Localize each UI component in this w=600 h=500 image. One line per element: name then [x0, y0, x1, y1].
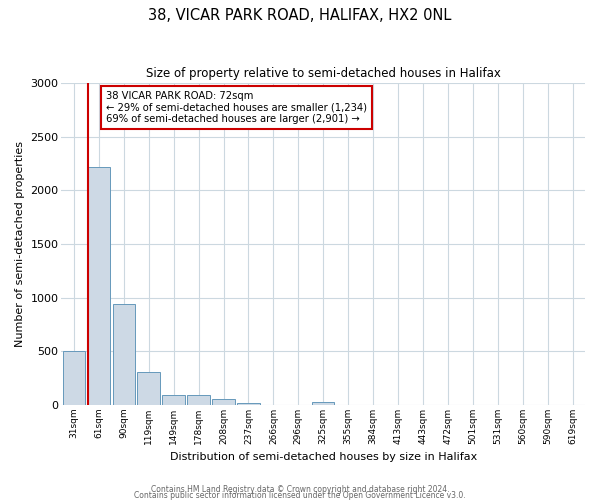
Text: 38, VICAR PARK ROAD, HALIFAX, HX2 0NL: 38, VICAR PARK ROAD, HALIFAX, HX2 0NL [148, 8, 452, 22]
Title: Size of property relative to semi-detached houses in Halifax: Size of property relative to semi-detach… [146, 68, 500, 80]
Y-axis label: Number of semi-detached properties: Number of semi-detached properties [15, 141, 25, 347]
Bar [237, 403, 260, 405]
Text: 38 VICAR PARK ROAD: 72sqm
← 29% of semi-detached houses are smaller (1,234)
69% : 38 VICAR PARK ROAD: 72sqm ← 29% of semi-… [106, 91, 367, 124]
Bar [187, 396, 210, 405]
Text: Contains public sector information licensed under the Open Government Licence v3: Contains public sector information licen… [134, 490, 466, 500]
Bar [163, 396, 185, 405]
Bar [63, 352, 85, 405]
Bar [312, 402, 334, 405]
Bar [88, 167, 110, 405]
Bar [137, 372, 160, 405]
Bar [113, 304, 135, 405]
Text: Contains HM Land Registry data © Crown copyright and database right 2024.: Contains HM Land Registry data © Crown c… [151, 485, 449, 494]
Bar [212, 399, 235, 405]
X-axis label: Distribution of semi-detached houses by size in Halifax: Distribution of semi-detached houses by … [170, 452, 477, 462]
